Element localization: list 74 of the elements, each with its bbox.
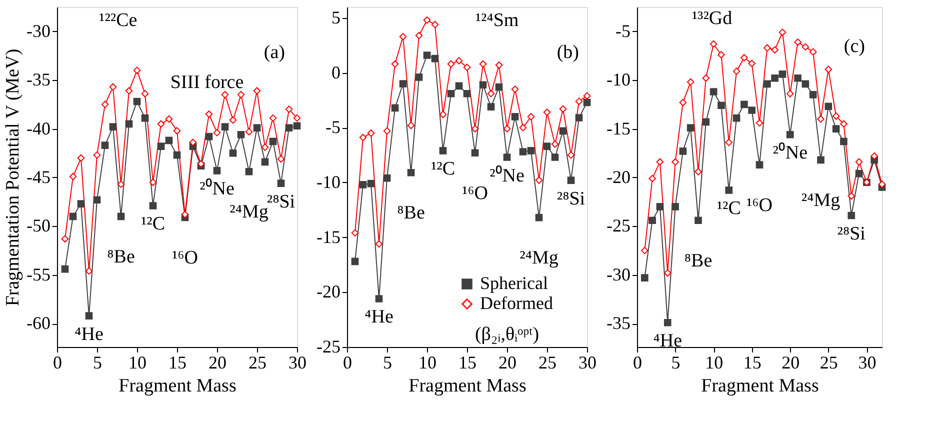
x-tick-label: 10 bbox=[128, 352, 146, 372]
x-tick-label: 15 bbox=[743, 352, 762, 372]
y-tick-label: -45 bbox=[26, 166, 50, 187]
annotation: (b) bbox=[556, 42, 579, 63]
annotation: ⁴He bbox=[74, 324, 104, 345]
y-tick-label: -20 bbox=[606, 166, 630, 187]
x-axis-title: Fragment Mass bbox=[118, 376, 236, 396]
annotation: ⁴He bbox=[364, 306, 394, 328]
x-axis-title: Fragment Mass bbox=[701, 376, 819, 396]
x-tick-label: 30 bbox=[288, 352, 306, 372]
y-tick-label: -10 bbox=[316, 172, 340, 192]
y-tick-label: -25 bbox=[316, 336, 340, 356]
x-tick-label: 25 bbox=[248, 352, 266, 372]
y-tick-label: 5 bbox=[332, 7, 340, 28]
annotation: ⁸Be bbox=[397, 202, 425, 224]
annotation: ¹²C bbox=[716, 198, 741, 220]
y-tick-label: 0 bbox=[332, 62, 340, 82]
annotation: ¹⁶O bbox=[746, 194, 773, 216]
x-tick-label: 5 bbox=[93, 352, 102, 372]
annotation: ¹⁶O bbox=[172, 247, 198, 268]
annotation: ⁸Be bbox=[684, 250, 712, 272]
legend-label: Deformed bbox=[480, 293, 553, 313]
x-tick-label: 20 bbox=[498, 352, 516, 372]
annotation: ¹²⁴Sm bbox=[475, 10, 519, 31]
y-tick-label: -20 bbox=[316, 282, 340, 302]
x-tick-label: 10 bbox=[705, 352, 724, 372]
y-tick-label: -55 bbox=[26, 264, 50, 284]
y-tick-label: -35 bbox=[606, 313, 630, 334]
y-tick-label: -40 bbox=[26, 118, 50, 138]
annotation: ²⁸Si bbox=[837, 223, 866, 244]
annotation: ¹²C bbox=[430, 158, 456, 180]
x-tick-label: 25 bbox=[820, 352, 838, 372]
x-tick-label: 25 bbox=[538, 352, 556, 372]
y-tick-label: -35 bbox=[26, 70, 50, 90]
x-tick-label: 30 bbox=[578, 352, 596, 372]
annotation: ²⁸Si bbox=[266, 191, 296, 212]
annotation: ²⁸Si bbox=[556, 188, 586, 210]
x-axis-title: Fragment Mass bbox=[408, 376, 526, 396]
y-tick-label: -15 bbox=[316, 226, 340, 247]
x-tick-label: 15 bbox=[168, 352, 186, 372]
annotation: (β₂ᵢ,θᵢᵒᵖᵗ) bbox=[474, 324, 540, 345]
annotation: ²⁴Mg bbox=[520, 248, 559, 269]
x-tick-label: 5 bbox=[671, 352, 680, 372]
y-tick-label: -30 bbox=[26, 20, 50, 41]
x-tick-label: 5 bbox=[383, 352, 392, 372]
x-tick-label: 15 bbox=[458, 352, 476, 372]
x-tick-label: 10 bbox=[418, 352, 436, 372]
annotation: ²⁰Ne bbox=[772, 142, 808, 164]
y-tick-label: -50 bbox=[26, 216, 50, 236]
y-tick-label: -25 bbox=[606, 216, 630, 236]
annotation: ¹²²Ce bbox=[99, 10, 138, 31]
annotation: SIII force bbox=[170, 72, 244, 93]
y-tick-label: -5 bbox=[326, 117, 340, 138]
y-tick-label: -5 bbox=[616, 20, 630, 41]
y-tick-label: -60 bbox=[26, 313, 50, 334]
annotation: ²⁴Mg bbox=[801, 190, 841, 211]
annotation: ¹³²Gd bbox=[692, 8, 733, 29]
annotation: ²⁰Ne bbox=[200, 178, 234, 200]
legend-label: Spherical bbox=[480, 273, 548, 293]
annotation: ²⁰Ne bbox=[490, 164, 524, 186]
annotation: ⁸Be bbox=[107, 246, 135, 268]
x-tick-label: 20 bbox=[208, 352, 226, 372]
annotation: ²⁴Mg bbox=[230, 202, 269, 223]
y-tick-label: -30 bbox=[606, 264, 630, 284]
annotation: (c) bbox=[844, 36, 865, 57]
x-tick-label: 30 bbox=[858, 352, 876, 372]
y-tick-label: -15 bbox=[606, 118, 630, 138]
y-tick-label: -10 bbox=[606, 70, 630, 90]
annotation: (a) bbox=[264, 42, 285, 63]
annotation: ¹²C bbox=[140, 214, 166, 235]
annotation: ⁴He bbox=[653, 330, 682, 352]
y-axis-title: Fragmentation Potential V (MeV) bbox=[2, 48, 24, 306]
x-tick-label: 20 bbox=[782, 352, 800, 372]
annotation: ¹⁶O bbox=[462, 182, 488, 204]
